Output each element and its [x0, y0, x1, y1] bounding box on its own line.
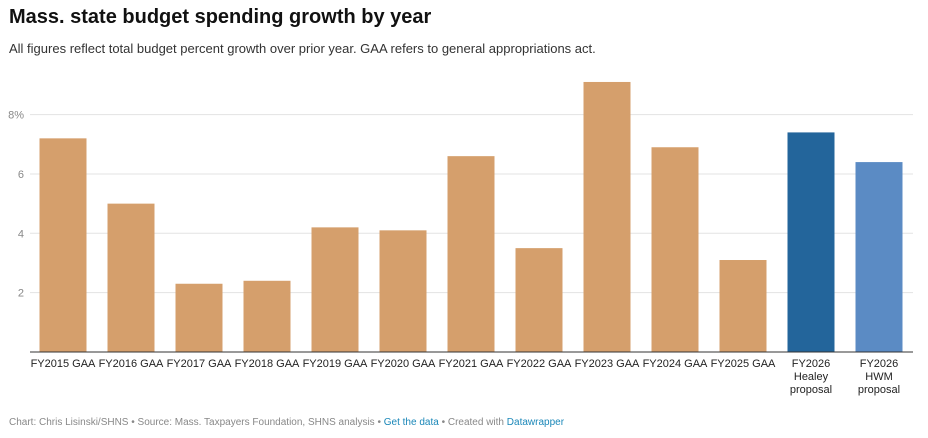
- x-tick-label: FY2021 GAA: [438, 358, 504, 370]
- bar: [855, 162, 903, 352]
- x-tick-label: FY2022 GAA: [506, 358, 572, 370]
- x-tick-label: FY2023 GAA: [574, 358, 640, 370]
- x-tick-label: FY2026 Healey proposal: [789, 358, 833, 396]
- y-tick-label: 8%: [8, 110, 24, 122]
- credit: Chart: Chris Lisinski/SHNS • Source: Mas…: [9, 417, 384, 428]
- bar: [515, 248, 563, 352]
- tool-link[interactable]: Datawrapper: [506, 417, 565, 428]
- bar: [447, 156, 495, 352]
- bar: [651, 147, 699, 352]
- x-tick-label: FY2026 HWM proposal: [857, 358, 901, 396]
- x-tick-label: FY2016 GAA: [98, 358, 164, 370]
- bar: [787, 132, 835, 352]
- x-tick-label: FY2017 GAA: [166, 358, 232, 370]
- chart-title: Mass. state budget spending growth by ye…: [9, 6, 432, 28]
- created-with: • Created with: [438, 417, 507, 428]
- bar: [719, 260, 767, 352]
- x-tick-label: FY2020 GAA: [370, 358, 436, 370]
- x-tick-label: FY2024 GAA: [642, 358, 708, 370]
- x-tick-label: FY2025 GAA: [710, 358, 776, 370]
- x-tick-label: FY2019 GAA: [302, 358, 368, 370]
- data-link[interactable]: Get the data: [383, 417, 439, 428]
- bar: [243, 280, 291, 352]
- bar: [175, 283, 223, 352]
- footer: Chart: Chris Lisinski/SHNS • Source: Mas…: [9, 417, 564, 428]
- bar: [39, 138, 87, 352]
- bar: [583, 81, 631, 352]
- y-tick-label: 6: [18, 169, 24, 181]
- y-tick-label: 2: [18, 288, 24, 300]
- bar: [311, 227, 359, 352]
- y-tick-label: 4: [18, 228, 24, 240]
- chart-subtitle: All figures reflect total budget percent…: [9, 41, 596, 56]
- bar: [379, 230, 427, 352]
- x-tick-label: FY2018 GAA: [234, 358, 300, 370]
- x-tick-label: FY2015 GAA: [30, 358, 96, 370]
- bar: [107, 203, 155, 352]
